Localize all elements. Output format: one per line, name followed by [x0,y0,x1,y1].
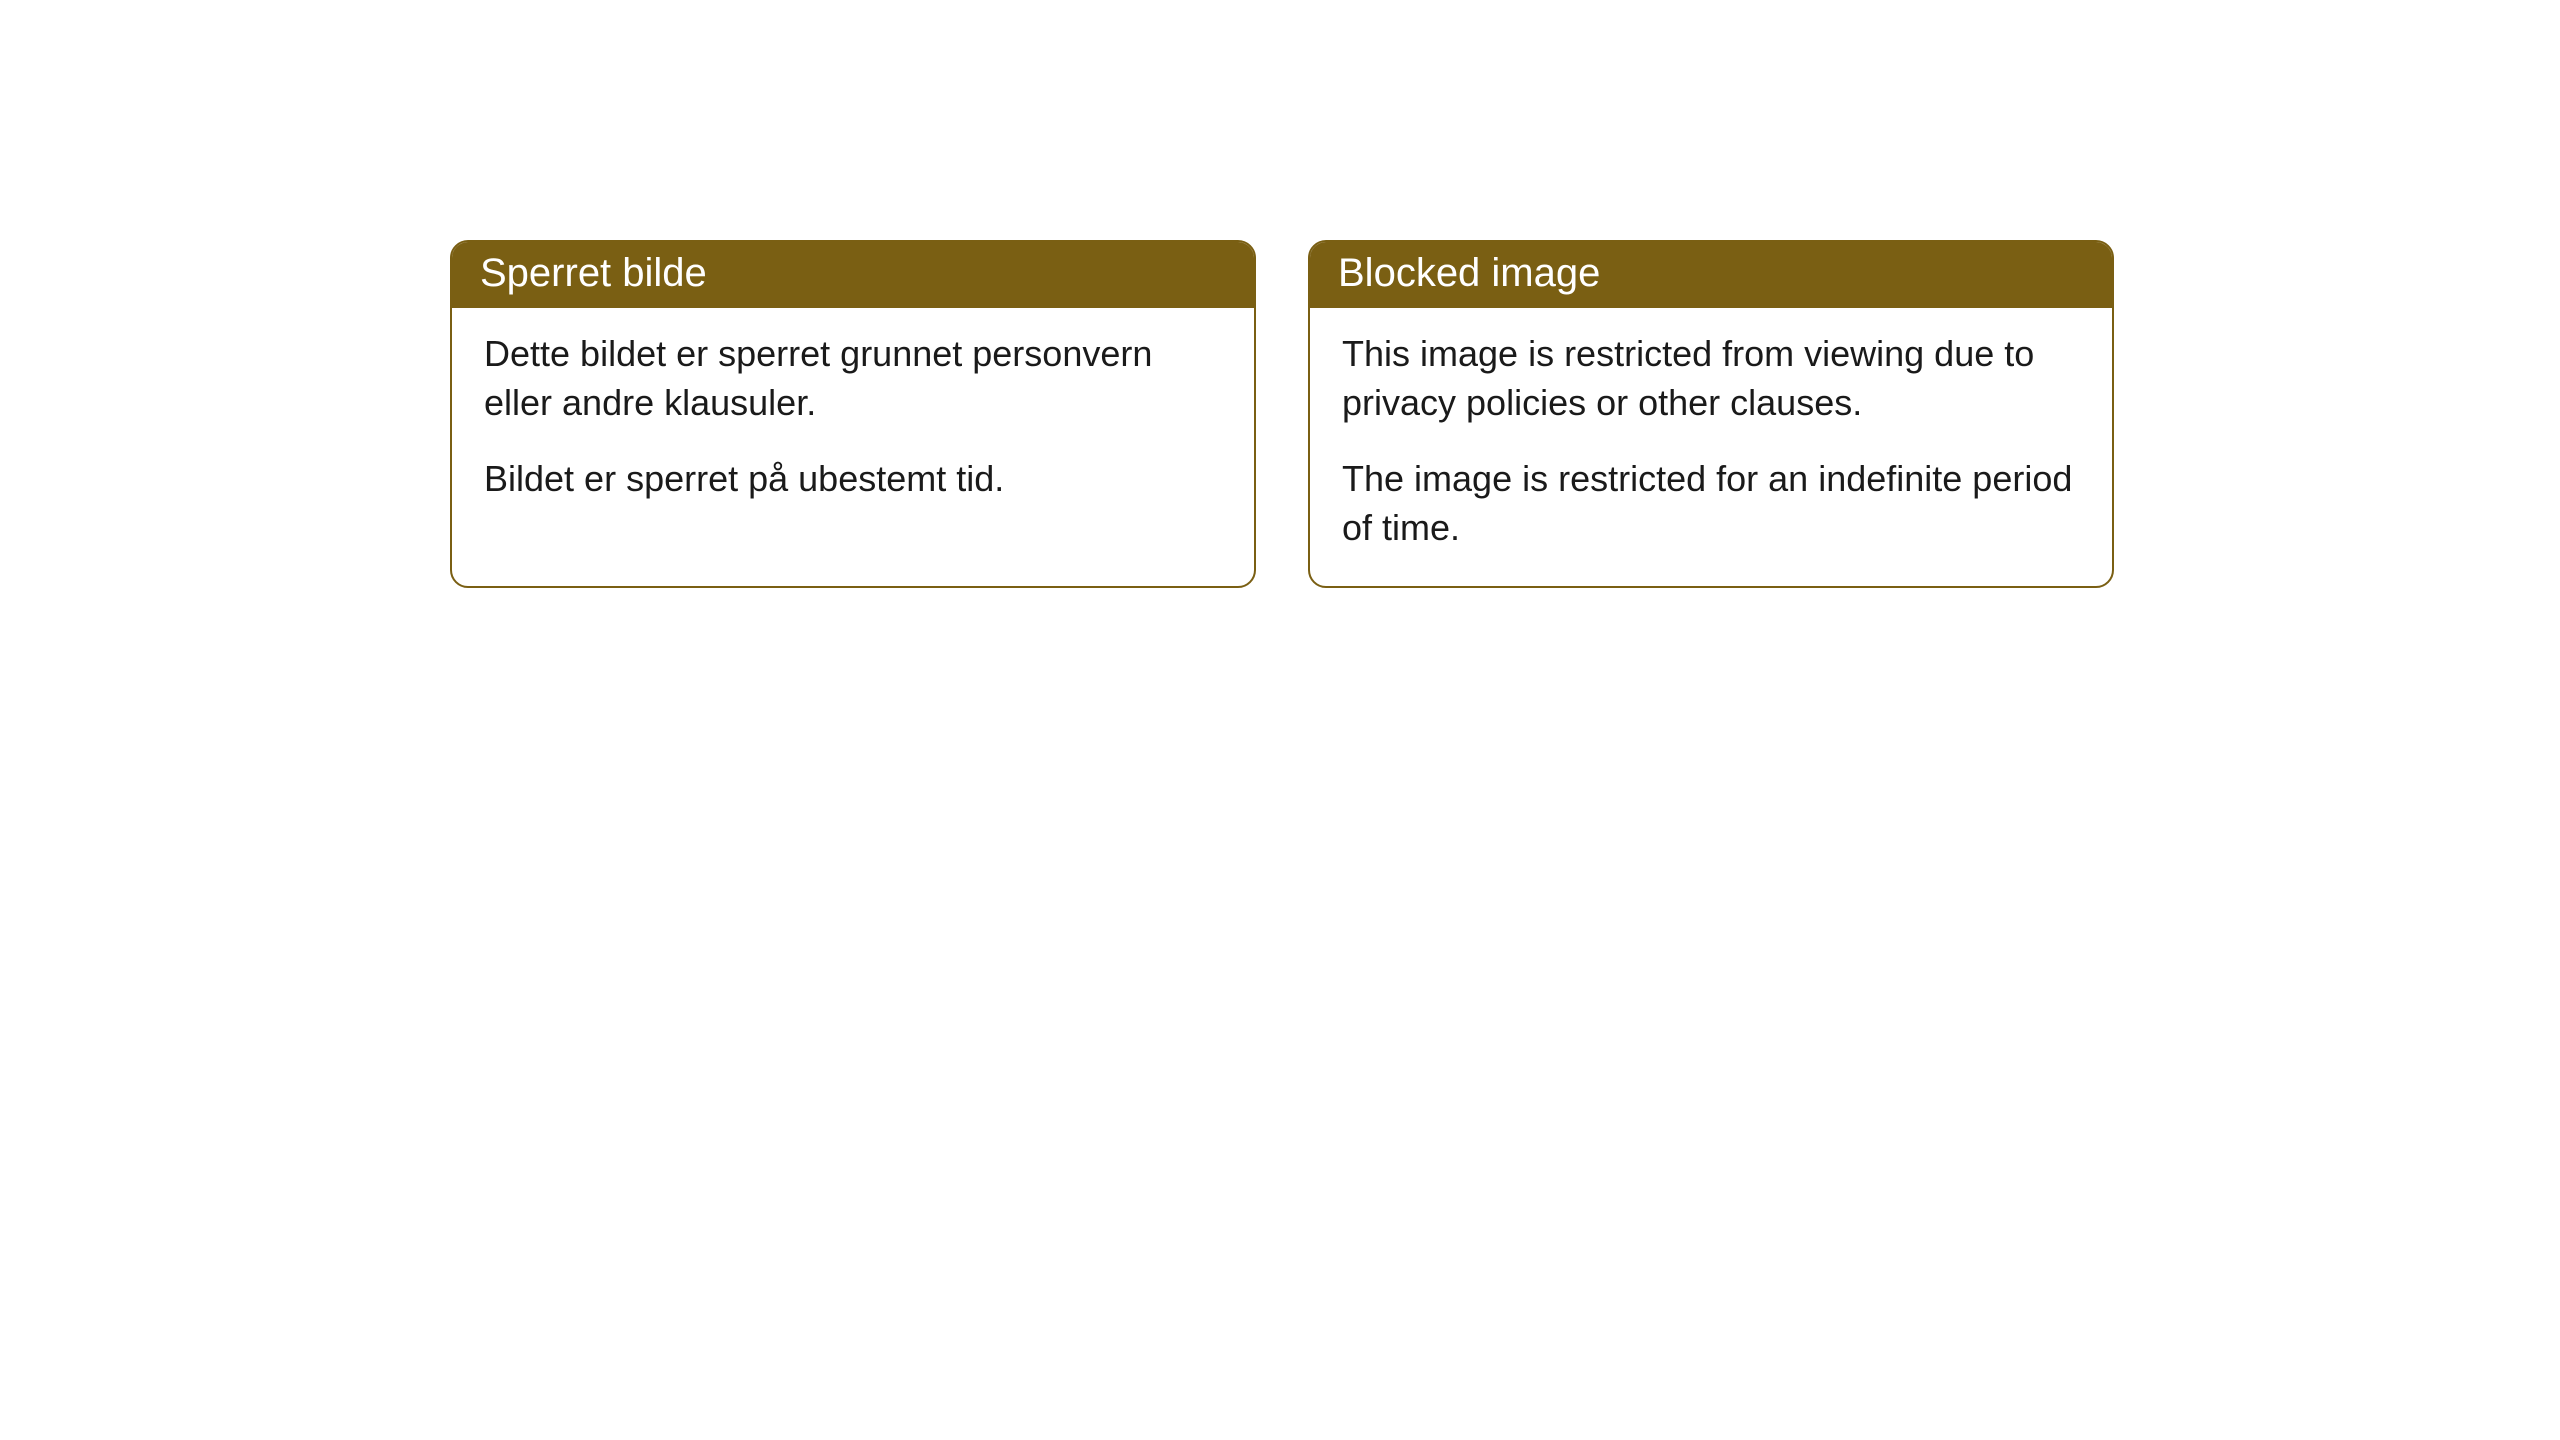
notice-paragraph: Bildet er sperret på ubestemt tid. [484,455,1222,504]
notice-container: Sperret bilde Dette bildet er sperret gr… [450,240,2114,588]
notice-paragraph: Dette bildet er sperret grunnet personve… [484,330,1222,427]
notice-title: Sperret bilde [480,251,707,295]
notice-paragraph: The image is restricted for an indefinit… [1342,455,2080,552]
notice-title: Blocked image [1338,251,1600,295]
notice-paragraph: This image is restricted from viewing du… [1342,330,2080,427]
notice-body: This image is restricted from viewing du… [1310,308,2112,586]
notice-header: Blocked image [1310,242,2112,308]
notice-card-english: Blocked image This image is restricted f… [1308,240,2114,588]
notice-card-norwegian: Sperret bilde Dette bildet er sperret gr… [450,240,1256,588]
notice-body: Dette bildet er sperret grunnet personve… [452,308,1254,538]
notice-header: Sperret bilde [452,242,1254,308]
